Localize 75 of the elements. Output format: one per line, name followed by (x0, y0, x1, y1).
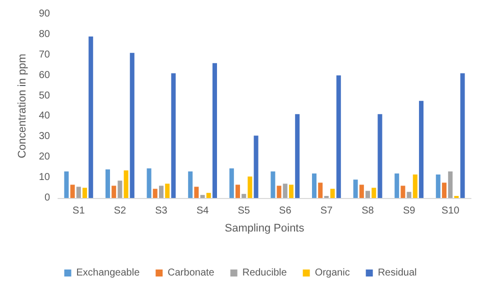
bar (436, 174, 440, 198)
x-tick-label: S7 (320, 206, 334, 216)
bar (418, 100, 424, 198)
bar (394, 173, 400, 198)
bar (276, 186, 282, 198)
bar (130, 52, 134, 198)
bar (336, 75, 341, 198)
bar (146, 168, 152, 198)
bar (312, 173, 317, 198)
y-tick-label: 60 (38, 70, 50, 81)
bar (158, 186, 164, 198)
y-tick-label: 0 (44, 192, 50, 204)
bar (105, 169, 110, 198)
bar (442, 182, 447, 198)
bar (194, 186, 199, 198)
x-tick-label: S5 (238, 206, 250, 216)
bar (372, 188, 376, 198)
bar (448, 171, 453, 198)
bar (152, 188, 158, 198)
y-tick-label: 10 (38, 172, 50, 184)
bar (124, 170, 128, 198)
bar (248, 176, 252, 198)
bar (64, 171, 69, 198)
bar (330, 188, 335, 198)
y-tick-label: 50 (38, 90, 50, 102)
bar (254, 136, 258, 198)
bar (270, 171, 276, 198)
x-tick-label: S8 (362, 206, 374, 216)
bar (118, 180, 122, 198)
bar (70, 184, 75, 198)
bar (359, 184, 364, 198)
x-axis-title: Sampling Points (224, 222, 305, 234)
x-tick-label: S9 (402, 206, 416, 216)
legend-label: Residual (378, 268, 417, 278)
x-tick-label: S4 (196, 206, 210, 216)
bar (288, 184, 294, 198)
bar (378, 114, 382, 198)
bar (229, 168, 234, 198)
bar (242, 194, 246, 198)
y-tick-label: 40 (38, 110, 50, 122)
bar (206, 192, 211, 198)
bar (353, 180, 358, 198)
x-tick-label: S3 (155, 206, 168, 216)
bar (400, 186, 406, 198)
bar (406, 192, 412, 198)
bar (460, 73, 465, 198)
x-tick-label: S2 (114, 206, 127, 216)
bar (365, 190, 370, 198)
y-tick-label: 20 (38, 152, 50, 163)
bar (235, 184, 240, 198)
x-tick-label: S1 (72, 206, 86, 216)
y-tick-label: 90 (38, 8, 50, 20)
bar (82, 188, 88, 198)
legend-label: Carbonate (168, 268, 215, 278)
x-tick-label: S10 (441, 206, 460, 216)
legend-label: Exchangeable (76, 268, 140, 278)
y-tick-label: 30 (38, 131, 50, 142)
bar (76, 186, 81, 198)
bar (282, 184, 288, 198)
bar (88, 36, 94, 198)
y-axis-title: Concentration in ppm (16, 54, 28, 158)
bar (412, 174, 418, 198)
x-tick-label: S6 (279, 206, 292, 216)
y-tick-label: 70 (38, 49, 50, 60)
bar (112, 186, 116, 198)
bar (188, 171, 193, 198)
bar (200, 194, 205, 198)
bar (318, 182, 323, 198)
bar (165, 184, 170, 198)
y-tick-label: 80 (38, 28, 50, 40)
legend-label: Organic (314, 268, 350, 278)
bar (171, 73, 176, 198)
legend-label: Reducible (242, 268, 288, 278)
bar (295, 114, 300, 198)
bar (212, 63, 218, 198)
